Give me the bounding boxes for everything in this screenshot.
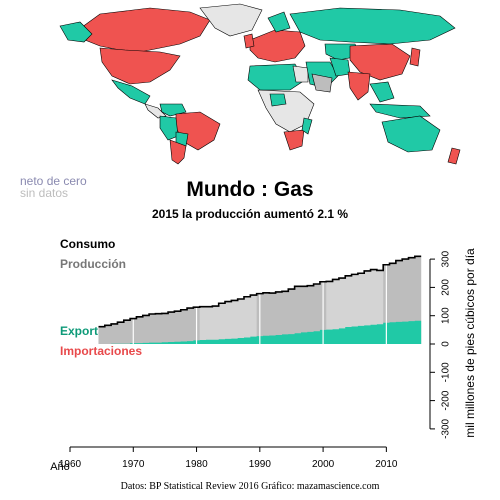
world-map bbox=[0, 0, 500, 165]
map-australia bbox=[381, 115, 441, 153]
x-tick-label-1990: 1990 bbox=[249, 459, 272, 470]
y-tick-label-100: 100 bbox=[441, 307, 452, 324]
y-tick-label--300: -300 bbox=[441, 418, 452, 438]
y-tick-label--200: -200 bbox=[441, 390, 452, 410]
legend-no-data: sin datos bbox=[20, 186, 69, 200]
exports-area bbox=[98, 320, 422, 344]
chart-subtitle: 2015 la producción aumentó 2.1 % bbox=[151, 207, 349, 221]
y-tick-label-200: 200 bbox=[441, 279, 452, 296]
map-se-asia bbox=[369, 81, 395, 103]
map-greenland bbox=[199, 3, 263, 37]
x-tick-label-1980: 1980 bbox=[185, 459, 208, 470]
map-russia bbox=[289, 7, 456, 45]
map-canada bbox=[77, 7, 211, 53]
y-tick-label-0: 0 bbox=[441, 341, 452, 347]
x-tick-label-1960: 1960 bbox=[59, 459, 82, 470]
map-usa bbox=[99, 47, 181, 85]
chart-title: Mundo : Gas bbox=[186, 178, 314, 201]
map-argentina bbox=[169, 139, 187, 165]
y-tick-label--100: -100 bbox=[441, 362, 452, 382]
series-label-consumption: Consumo bbox=[60, 237, 116, 251]
map-india bbox=[347, 71, 371, 101]
source-credit: Datos: BP Statistical Review 2016 Gráfic… bbox=[120, 481, 380, 492]
map-europe bbox=[249, 29, 306, 63]
x-tick-label-1970: 1970 bbox=[122, 459, 145, 470]
map-mozambique bbox=[301, 117, 313, 135]
map-china bbox=[349, 43, 411, 81]
production-band-1 bbox=[256, 281, 327, 344]
map-nigeria bbox=[269, 93, 287, 107]
map-alaska bbox=[59, 21, 93, 43]
map-norway bbox=[267, 11, 291, 33]
y-tick-label-300: 300 bbox=[441, 250, 452, 267]
map-uk bbox=[243, 33, 255, 49]
consumption-line bbox=[98, 255, 422, 328]
series-label-production: Producción bbox=[60, 257, 127, 271]
x-tick-label-2000: 2000 bbox=[312, 459, 335, 470]
y-axis-label: mil millones de pies cúbicos por día bbox=[463, 248, 477, 438]
series-label-imports: Importaciones bbox=[60, 344, 143, 358]
x-axis-label: Año bbox=[50, 461, 70, 473]
map-egypt bbox=[292, 65, 309, 83]
map-arabia bbox=[311, 73, 333, 93]
map-north-africa bbox=[247, 63, 306, 91]
map-south-africa bbox=[283, 129, 305, 151]
map-peru bbox=[159, 115, 179, 141]
production-band-0 bbox=[98, 307, 200, 344]
map-new-zealand bbox=[447, 147, 461, 165]
map-japan bbox=[409, 47, 421, 67]
x-tick-label-2010: 2010 bbox=[375, 459, 398, 470]
legend-net-zero: neto de cero bbox=[20, 174, 87, 188]
